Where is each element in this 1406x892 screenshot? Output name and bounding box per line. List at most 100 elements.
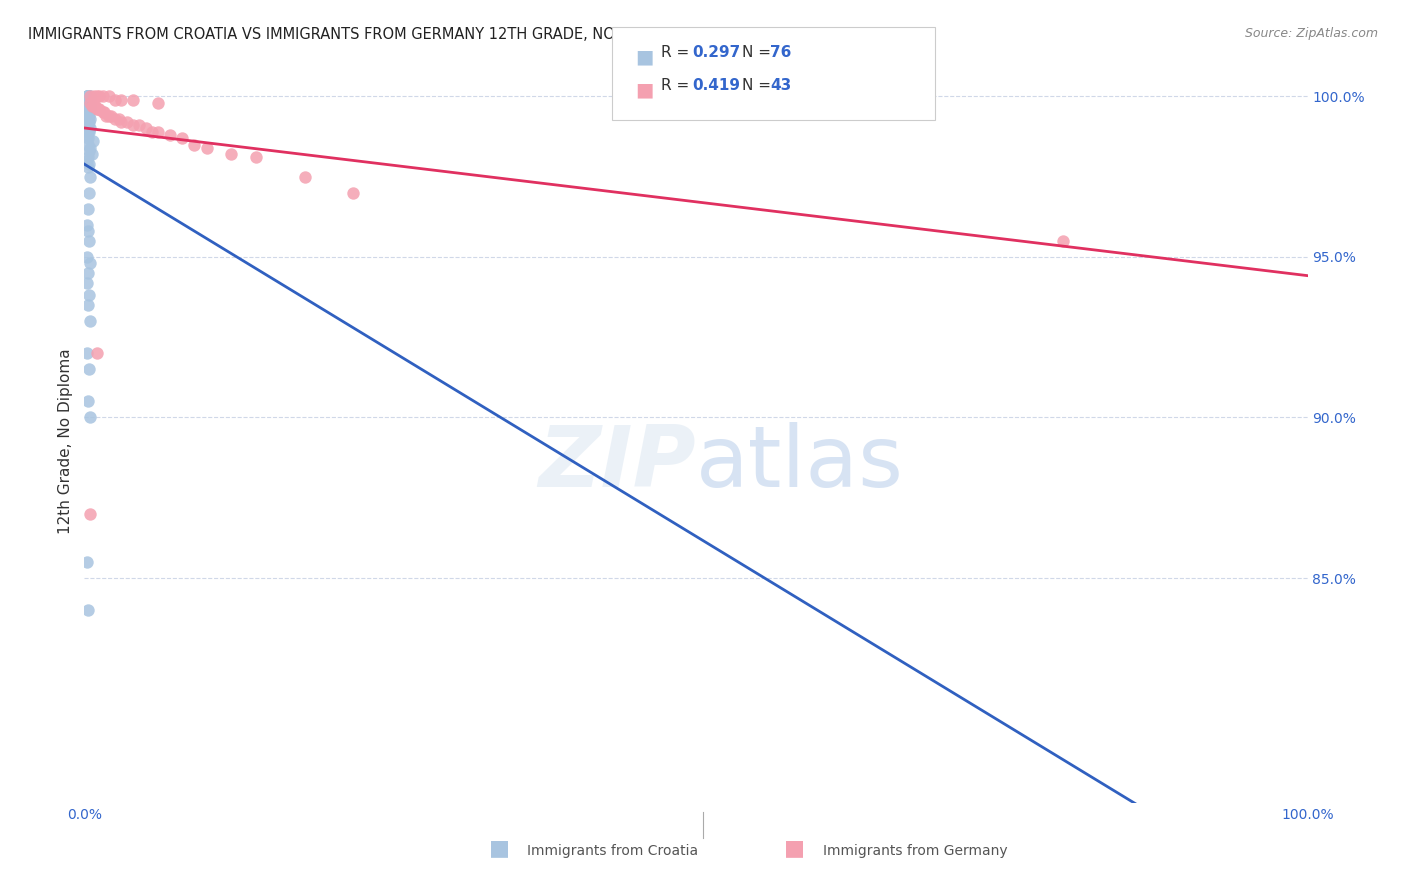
Point — [76, 89, 98, 103]
Text: ■: ■ — [489, 838, 509, 858]
Point — [77, 95, 100, 110]
Point — [77, 394, 100, 409]
Point — [79, 95, 101, 110]
Point — [76, 99, 98, 113]
Point — [79, 121, 101, 136]
Point — [77, 99, 100, 113]
Point — [76, 112, 98, 126]
Point — [82, 134, 104, 148]
Point — [77, 234, 100, 248]
Point — [77, 89, 100, 103]
Point — [77, 115, 100, 129]
Point — [77, 105, 100, 120]
Point — [76, 118, 98, 132]
Point — [77, 102, 100, 116]
Point — [79, 112, 101, 126]
Point — [76, 93, 98, 107]
Point — [84, 99, 107, 113]
Point — [146, 95, 169, 110]
Y-axis label: 12th Grade, No Diploma: 12th Grade, No Diploma — [58, 349, 73, 534]
Point — [76, 109, 98, 123]
Point — [77, 266, 100, 280]
Point — [79, 141, 101, 155]
Point — [104, 112, 127, 126]
Point — [77, 89, 100, 103]
Text: R =: R = — [661, 45, 695, 61]
Point — [294, 169, 316, 184]
Point — [77, 105, 100, 120]
Point — [128, 118, 150, 132]
Point — [104, 93, 127, 107]
Point — [77, 131, 100, 145]
Point — [77, 115, 100, 129]
Point — [77, 160, 100, 174]
Point — [80, 147, 103, 161]
Point — [76, 276, 98, 290]
Point — [135, 121, 157, 136]
Point — [146, 125, 169, 139]
Text: 43: 43 — [770, 78, 792, 94]
Text: ■: ■ — [636, 80, 654, 99]
Point — [76, 555, 98, 569]
Point — [76, 128, 98, 142]
Text: ZIP: ZIP — [538, 422, 696, 505]
Point — [159, 128, 181, 142]
Point — [77, 89, 100, 103]
Text: R =: R = — [661, 78, 695, 94]
Point — [77, 89, 100, 103]
Point — [79, 89, 101, 103]
Point — [76, 102, 98, 116]
Point — [76, 250, 98, 264]
Point — [86, 346, 108, 360]
Text: N =: N = — [742, 45, 776, 61]
Point — [110, 115, 132, 129]
Point — [172, 131, 194, 145]
Point — [79, 102, 101, 116]
Point — [219, 147, 242, 161]
Point — [115, 115, 138, 129]
Point — [77, 99, 100, 113]
Point — [245, 150, 267, 164]
Point — [79, 99, 101, 113]
Point — [183, 137, 205, 152]
Text: Immigrants from Croatia: Immigrants from Croatia — [527, 844, 699, 858]
Point — [82, 99, 104, 113]
Point — [79, 314, 101, 328]
Point — [79, 93, 101, 107]
Point — [79, 169, 101, 184]
Point — [77, 362, 100, 376]
Point — [107, 112, 129, 126]
Point — [86, 89, 108, 103]
Point — [86, 102, 108, 116]
Text: ■: ■ — [636, 47, 654, 66]
Point — [77, 202, 100, 216]
Point — [83, 99, 105, 113]
Point — [342, 186, 364, 200]
Point — [141, 125, 163, 139]
Point — [77, 288, 100, 302]
Point — [79, 507, 101, 521]
Point — [77, 109, 100, 123]
Point — [77, 118, 100, 132]
Point — [77, 224, 100, 238]
Point — [76, 89, 98, 103]
Point — [76, 218, 98, 232]
Text: Immigrants from Germany: Immigrants from Germany — [823, 844, 1007, 858]
Point — [77, 109, 100, 123]
Point — [77, 125, 100, 139]
Point — [97, 109, 120, 123]
Point — [80, 99, 103, 113]
Point — [76, 95, 98, 110]
Point — [1052, 234, 1074, 248]
Text: 0.297: 0.297 — [692, 45, 740, 61]
Text: 76: 76 — [770, 45, 792, 61]
Point — [76, 102, 98, 116]
Point — [87, 102, 110, 116]
Point — [96, 109, 118, 123]
Point — [77, 89, 100, 103]
Text: ■: ■ — [785, 838, 804, 858]
Point — [79, 89, 101, 103]
Text: Source: ZipAtlas.com: Source: ZipAtlas.com — [1244, 27, 1378, 40]
Point — [77, 99, 100, 113]
Point — [77, 157, 100, 171]
